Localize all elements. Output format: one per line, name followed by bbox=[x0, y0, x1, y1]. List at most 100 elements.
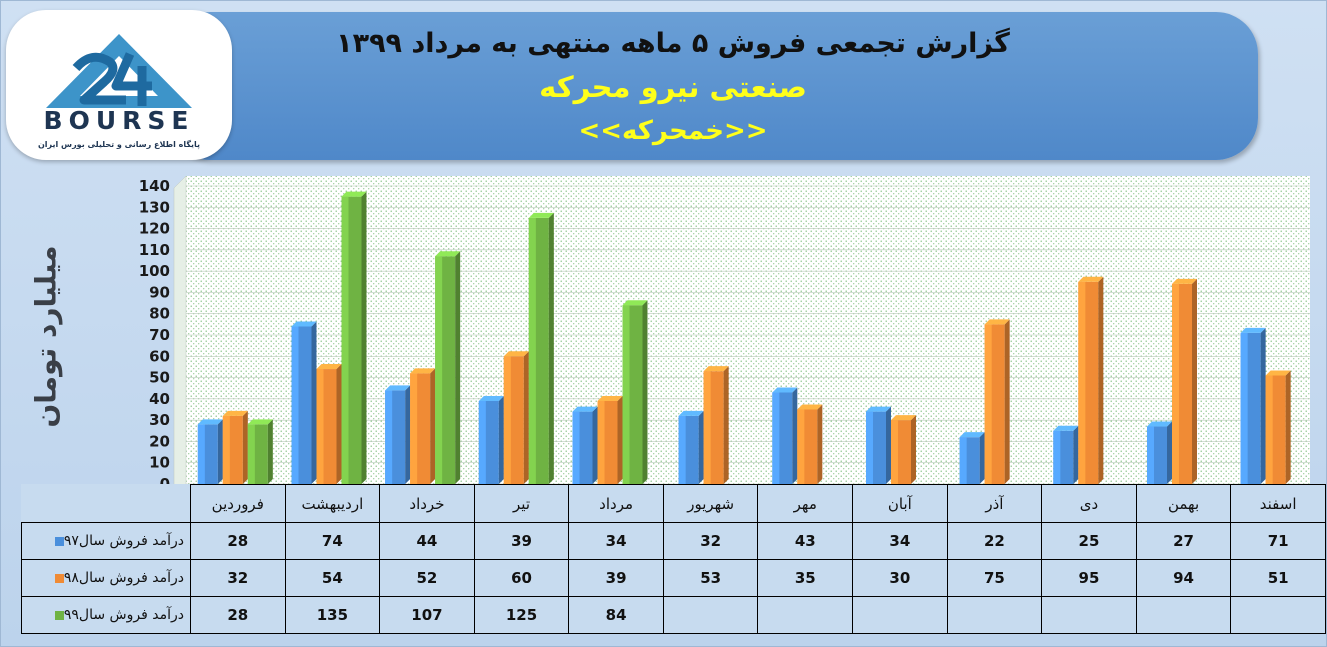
y-tick-label: 110 bbox=[139, 241, 170, 259]
legend-entry: درآمد فروش سال۹۹ bbox=[21, 596, 191, 634]
plot-side-wall bbox=[173, 175, 187, 497]
data-label: 52 bbox=[379, 559, 475, 597]
legend-swatch-icon bbox=[54, 610, 64, 620]
bar bbox=[772, 387, 798, 484]
data-label: 75 bbox=[946, 559, 1043, 597]
legend-label: درآمد فروش سال۹۹ bbox=[63, 607, 184, 623]
company-name: صنعتی نیرو محرکه bbox=[539, 70, 807, 104]
data-label: 54 bbox=[284, 559, 381, 597]
data-label: 35 bbox=[757, 559, 854, 597]
bar bbox=[1147, 421, 1172, 484]
bar bbox=[597, 395, 623, 484]
data-label: 60 bbox=[473, 559, 570, 597]
bar bbox=[197, 419, 223, 484]
bar bbox=[959, 432, 985, 484]
data-label bbox=[662, 596, 759, 634]
bar bbox=[478, 395, 504, 484]
bar bbox=[622, 300, 648, 484]
data-label: 94 bbox=[1135, 559, 1232, 597]
data-label: 30 bbox=[852, 559, 948, 597]
bar bbox=[797, 404, 823, 484]
data-label: 27 bbox=[1135, 522, 1232, 560]
y-tick-label: 10 bbox=[149, 454, 170, 472]
data-label: 74 bbox=[284, 522, 381, 560]
y-tick-label: 40 bbox=[149, 390, 170, 408]
x-tick-label: بهمن bbox=[1135, 484, 1232, 523]
legend-swatch-icon bbox=[54, 536, 64, 546]
table-row: درآمد فروش سال۹۷ 28 74 44 39 34 32 43 34 22 25 27 71 bbox=[21, 522, 1326, 560]
x-tick-label: تیر bbox=[473, 484, 570, 523]
x-tick-label: اسفند bbox=[1230, 484, 1326, 523]
logo-subtitle: پایگاه اطلاع رسانی و تحلیلی بورس ایران bbox=[37, 140, 201, 149]
table-corner bbox=[21, 484, 191, 523]
data-label bbox=[1135, 596, 1232, 634]
data-label: 51 bbox=[1230, 559, 1326, 597]
bar bbox=[891, 415, 916, 484]
title-banner: گزارش تجمعی فروش ۵ ماهه منتهی به مرداد ۱… bbox=[168, 12, 1258, 160]
x-tick-label: دی bbox=[1041, 484, 1137, 523]
bar bbox=[222, 410, 248, 484]
legend-label: درآمد فروش سال۹۸ bbox=[63, 570, 184, 586]
data-label: 28 bbox=[190, 596, 286, 634]
data-label bbox=[946, 596, 1043, 634]
y-tick-label: 90 bbox=[149, 283, 170, 301]
legend-label: درآمد فروش سال۹۷ bbox=[63, 533, 184, 549]
bar bbox=[1053, 425, 1079, 484]
bar bbox=[528, 212, 554, 484]
table-row: درآمد فروش سال۹۹ 28 135 107 125 84 bbox=[21, 596, 1326, 634]
x-tick-label: آذر bbox=[946, 484, 1043, 523]
plot-background bbox=[186, 176, 1310, 484]
y-tick-label: 100 bbox=[139, 262, 170, 280]
bar bbox=[247, 419, 273, 484]
x-tick-label: فروردین bbox=[190, 484, 286, 523]
x-tick-label: شهریور bbox=[662, 484, 759, 523]
report-title: گزارش تجمعی فروش ۵ ماهه منتهی به مرداد ۱… bbox=[336, 28, 1010, 59]
data-label: 39 bbox=[568, 559, 664, 597]
data-label bbox=[757, 596, 854, 634]
bar bbox=[435, 251, 461, 484]
bar bbox=[410, 368, 436, 484]
bar bbox=[1265, 370, 1291, 484]
y-tick-label: 140 bbox=[139, 177, 170, 195]
bar bbox=[984, 319, 1010, 484]
data-label: 135 bbox=[284, 596, 381, 634]
data-label: 44 bbox=[379, 522, 475, 560]
data-label: 125 bbox=[473, 596, 570, 634]
y-tick-label: 30 bbox=[149, 411, 170, 429]
data-label: 28 bbox=[190, 522, 286, 560]
bar bbox=[703, 366, 729, 484]
data-label: 25 bbox=[1041, 522, 1137, 560]
data-label: 43 bbox=[757, 522, 854, 560]
data-label: 95 bbox=[1041, 559, 1137, 597]
table-row: درآمد فروش سال۹۸ 32 54 52 60 39 53 35 30 75 95 94 51 bbox=[21, 559, 1326, 597]
y-tick-label: 60 bbox=[149, 347, 170, 365]
data-label: 84 bbox=[568, 596, 664, 634]
y-axis-label: میلیارد تومان bbox=[29, 245, 63, 428]
x-tick-label: آبان bbox=[852, 484, 948, 523]
bar bbox=[341, 191, 367, 484]
bar bbox=[678, 410, 704, 484]
y-tick-label: 20 bbox=[149, 432, 170, 450]
bourse-logo: BOURSE پایگاه اطلاع رسانی و تحلیلی بورس … bbox=[6, 10, 232, 160]
data-label: 34 bbox=[568, 522, 664, 560]
bar bbox=[291, 321, 317, 484]
data-label: 107 bbox=[379, 596, 475, 634]
x-tick-label: اردیبهشت bbox=[284, 484, 381, 523]
data-label: 22 bbox=[946, 522, 1043, 560]
x-tick-label: خرداد bbox=[379, 484, 475, 523]
data-label bbox=[1041, 596, 1137, 634]
bar bbox=[1172, 278, 1197, 484]
data-table: فروردین اردیبهشت خرداد تیر مرداد شهریور مهر آبا… bbox=[21, 484, 1326, 634]
bar bbox=[385, 385, 411, 484]
bar bbox=[503, 351, 529, 484]
data-label: 32 bbox=[190, 559, 286, 597]
legend-entry: درآمد فروش سال۹۸ bbox=[21, 559, 191, 597]
legend-entry: درآمد فروش سال۹۷ bbox=[21, 522, 191, 560]
data-label: 53 bbox=[662, 559, 759, 597]
y-tick-label: 80 bbox=[149, 305, 170, 323]
bar bbox=[1078, 276, 1104, 484]
y-tick-label: 50 bbox=[149, 369, 170, 387]
legend-swatch-icon bbox=[54, 573, 64, 583]
x-tick-label: مهر bbox=[757, 484, 854, 523]
